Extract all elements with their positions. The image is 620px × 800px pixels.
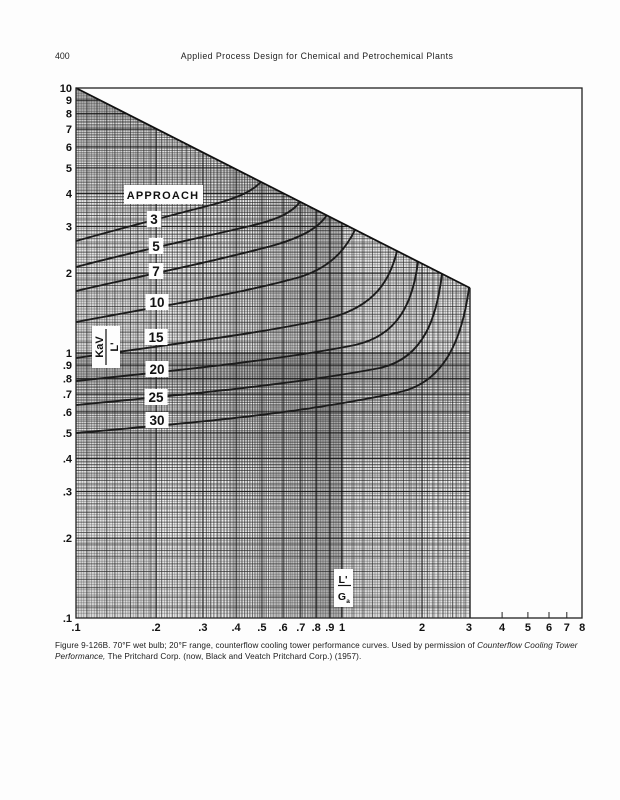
svg-text:8: 8 — [579, 622, 585, 634]
svg-text:.2: .2 — [152, 622, 161, 634]
svg-text:30: 30 — [149, 413, 164, 428]
svg-text:L': L' — [339, 574, 348, 586]
svg-text:7: 7 — [66, 124, 72, 136]
svg-text:L': L' — [109, 342, 121, 352]
svg-text:.6: .6 — [278, 622, 287, 634]
svg-text:5: 5 — [152, 239, 160, 254]
svg-text:.1: .1 — [63, 613, 72, 625]
svg-text:.7: .7 — [296, 622, 305, 634]
svg-text:.6: .6 — [63, 407, 72, 419]
svg-text:2: 2 — [419, 622, 425, 634]
svg-text:a: a — [346, 598, 350, 605]
svg-text:3: 3 — [466, 622, 472, 634]
svg-text:25: 25 — [148, 390, 164, 405]
svg-text:6: 6 — [66, 142, 72, 154]
svg-text:1: 1 — [66, 348, 72, 360]
svg-text:2: 2 — [66, 268, 72, 280]
svg-text:4: 4 — [66, 189, 73, 201]
svg-text:.4: .4 — [232, 622, 242, 634]
svg-text:G: G — [338, 591, 346, 603]
svg-text:.5: .5 — [63, 428, 72, 440]
svg-text:.8: .8 — [312, 622, 321, 634]
svg-text:.3: .3 — [63, 487, 72, 499]
svg-text:.8: .8 — [63, 374, 72, 386]
svg-text:.1: .1 — [71, 622, 80, 634]
svg-text:KaV: KaV — [94, 336, 106, 358]
svg-text:5: 5 — [66, 163, 72, 175]
svg-text:.9: .9 — [325, 622, 334, 634]
svg-text:.3: .3 — [198, 622, 207, 634]
svg-text:5: 5 — [525, 622, 531, 634]
svg-text:10: 10 — [60, 83, 72, 95]
svg-text:.4: .4 — [63, 454, 73, 466]
svg-text:.9: .9 — [63, 360, 72, 372]
svg-text:20: 20 — [149, 362, 164, 377]
svg-text:7: 7 — [564, 622, 570, 634]
svg-text:4: 4 — [499, 622, 506, 634]
svg-text:7: 7 — [152, 264, 160, 279]
svg-text:1: 1 — [339, 622, 345, 634]
svg-text:15: 15 — [148, 330, 164, 345]
svg-text:6: 6 — [546, 622, 552, 634]
svg-text:10: 10 — [149, 295, 164, 310]
svg-text:.2: .2 — [63, 533, 72, 545]
svg-text:8: 8 — [66, 109, 72, 121]
svg-text:3: 3 — [150, 212, 158, 227]
svg-text:.7: .7 — [63, 389, 72, 401]
svg-text:9: 9 — [66, 95, 72, 107]
svg-text:APPROACH: APPROACH — [127, 190, 200, 202]
svg-text:.5: .5 — [257, 622, 266, 634]
svg-text:3: 3 — [66, 222, 72, 234]
